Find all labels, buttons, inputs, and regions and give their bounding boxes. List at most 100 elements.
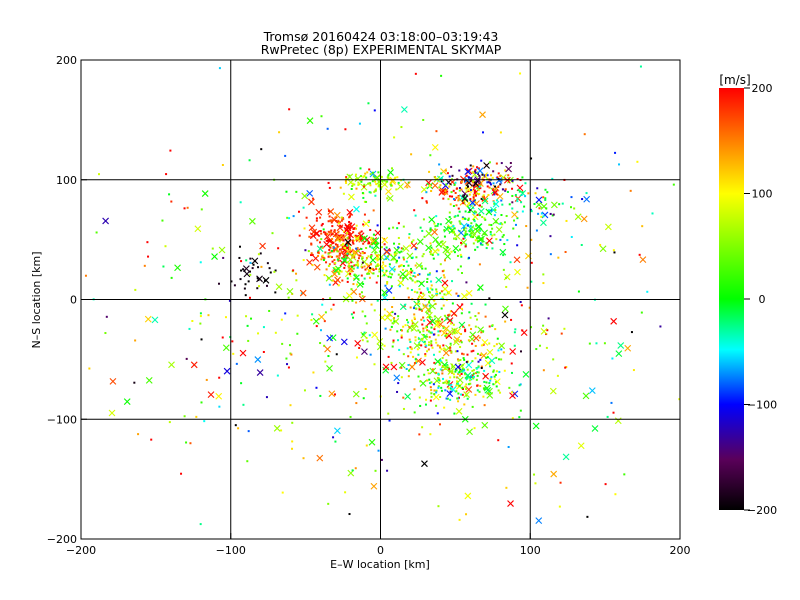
data-point-dot	[492, 170, 495, 173]
data-point-dot	[247, 339, 250, 342]
data-point-dot	[290, 353, 293, 356]
data-point-dot	[586, 515, 589, 518]
data-point-dot	[450, 165, 453, 168]
data-point-cross	[454, 363, 462, 371]
data-point-dot	[474, 344, 477, 347]
data-point-dot	[322, 228, 325, 231]
data-point-dot	[469, 382, 472, 385]
data-point-dot	[304, 249, 307, 252]
data-point-dot	[470, 302, 473, 305]
x-tick-label: 200	[670, 544, 691, 557]
data-point-dot	[516, 217, 519, 220]
data-point-dot	[510, 371, 513, 374]
data-point-dot	[286, 363, 289, 366]
data-point-dot	[341, 279, 344, 282]
data-point-dot	[570, 206, 573, 209]
data-point-dot	[258, 285, 261, 288]
data-point-cross	[498, 342, 506, 350]
data-point-dot	[549, 235, 552, 238]
data-point-dot	[470, 232, 473, 235]
data-point-dot	[393, 136, 396, 139]
data-point-dot	[247, 280, 250, 283]
data-point-dot	[454, 350, 457, 353]
data-point-dot	[397, 339, 400, 342]
data-point-dot	[466, 368, 469, 371]
data-point-cross	[443, 225, 451, 233]
data-point-dot	[413, 388, 416, 391]
data-point-cross	[485, 237, 493, 245]
data-point-dot	[502, 234, 505, 237]
data-point-dot	[369, 245, 372, 248]
x-axis-label: E–W location [km]	[330, 558, 430, 571]
data-point-dot	[393, 320, 396, 323]
data-point-dot	[400, 336, 403, 339]
data-point-dot	[479, 229, 482, 232]
data-point-dot	[338, 273, 341, 276]
data-point-dot	[471, 374, 474, 377]
data-point-dot	[430, 340, 433, 343]
data-point-dot	[544, 188, 547, 191]
data-point-dot	[439, 330, 442, 333]
data-point-dot	[326, 233, 329, 236]
data-point-dot	[502, 254, 505, 257]
data-point-dot	[472, 196, 475, 199]
data-point-dot	[371, 171, 374, 174]
data-point-dot	[651, 212, 654, 215]
data-point-dot	[273, 270, 276, 273]
data-point-dot	[133, 381, 136, 384]
data-point-cross	[591, 425, 599, 432]
data-point-dot	[391, 345, 394, 348]
data-point-cross	[323, 240, 331, 248]
data-point-dot	[472, 197, 475, 200]
data-point-dot	[459, 339, 462, 342]
data-point-dot	[430, 395, 433, 398]
data-point-dot	[400, 126, 403, 129]
data-point-cross	[491, 189, 499, 196]
data-point-dot	[448, 216, 451, 219]
data-point-dot	[349, 212, 352, 215]
data-point-dot	[614, 151, 617, 154]
data-point-dot	[302, 259, 305, 262]
data-point-cross	[399, 270, 407, 278]
data-point-dot	[445, 336, 448, 339]
data-point-dot	[495, 238, 498, 241]
data-point-dot	[489, 365, 492, 368]
data-point-dot	[368, 276, 371, 279]
data-point-cross	[428, 216, 436, 224]
data-point-cross	[481, 229, 489, 237]
data-point-dot	[336, 221, 339, 224]
data-point-dot	[458, 169, 461, 172]
data-point-dot	[429, 227, 432, 230]
data-point-dot	[454, 191, 457, 194]
data-point-dot	[232, 352, 235, 355]
data-point-dot	[240, 260, 243, 263]
data-point-dot	[508, 203, 511, 206]
data-point-dot	[410, 277, 413, 280]
data-point-dot	[353, 256, 356, 259]
data-point-dot	[446, 397, 449, 400]
data-point-cross	[540, 327, 548, 335]
data-point-dot	[408, 236, 411, 239]
data-point-cross	[425, 230, 433, 237]
data-point-dot	[395, 259, 398, 262]
data-point-cross	[415, 262, 423, 269]
data-point-dot	[330, 249, 333, 252]
data-point-dot	[428, 301, 431, 304]
data-point-cross	[411, 321, 419, 328]
data-point-dot	[420, 318, 423, 321]
data-point-dot	[460, 333, 463, 336]
data-point-dot	[325, 268, 328, 271]
data-point-dot	[428, 382, 431, 385]
data-point-dot	[344, 246, 347, 249]
data-point-dot	[134, 339, 137, 342]
data-point-dot	[358, 293, 361, 296]
data-point-dot	[249, 273, 252, 276]
data-point-dot	[426, 379, 429, 382]
data-point-dot	[623, 473, 626, 476]
data-point-dot	[364, 268, 367, 271]
data-point-dot	[414, 264, 417, 267]
data-point-dot	[472, 372, 475, 375]
data-point-cross	[513, 256, 521, 264]
data-point-dot	[297, 210, 300, 213]
data-point-dot	[364, 172, 367, 175]
